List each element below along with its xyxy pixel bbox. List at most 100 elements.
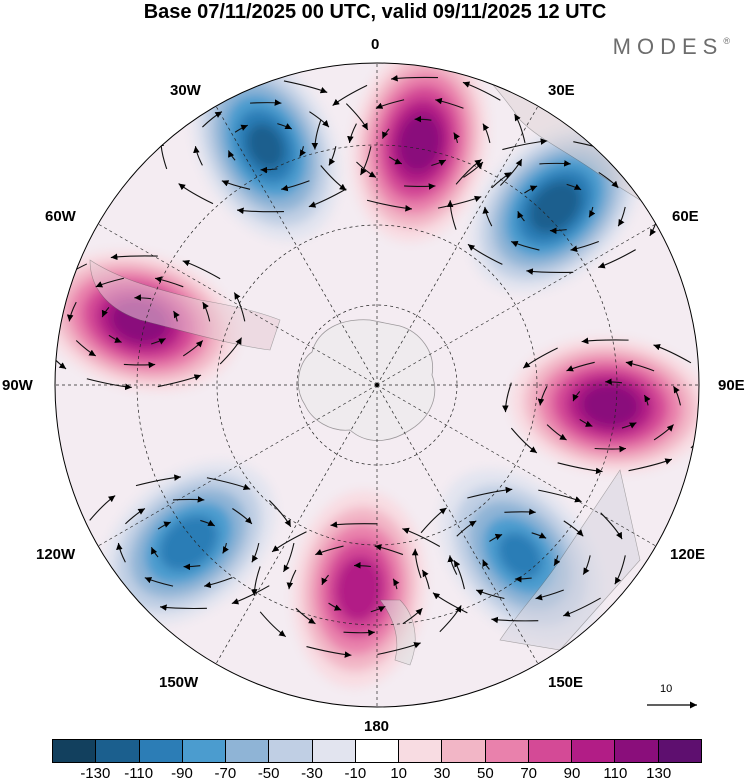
- wind-streamline: [594, 445, 627, 453]
- wind-streamline: [231, 585, 270, 605]
- wind-streamline: [159, 604, 207, 611]
- wind-streamline: [510, 427, 538, 454]
- wind-streamline: [315, 545, 344, 556]
- south-pole-marker: [375, 383, 379, 387]
- wind-streamline: [116, 542, 126, 563]
- wind-streamline: [306, 646, 352, 658]
- wind-streamline: [221, 180, 251, 190]
- wind-streamline: [219, 337, 243, 365]
- wind-streamline: [605, 378, 623, 385]
- lon-label-150w: 150W: [159, 674, 199, 691]
- antarctica-landmass: [297, 319, 436, 441]
- wind-streamline: [491, 171, 512, 189]
- wind-streamline: [392, 578, 400, 590]
- wind-streamline: [236, 207, 284, 215]
- colorbar-swatch: [139, 740, 183, 762]
- brand-name: MODES: [612, 34, 724, 59]
- wind-streamline: [360, 146, 372, 176]
- wind-streamline: [328, 146, 337, 166]
- wind-streamline: [178, 183, 214, 205]
- wind-streamline: [539, 160, 571, 167]
- wind-streamline: [579, 418, 593, 427]
- wind-streamline: [123, 361, 156, 369]
- wind-streamline: [563, 597, 601, 617]
- wind-streamline: [233, 292, 246, 322]
- wind-streamline: [204, 577, 233, 589]
- wind-streamline: [86, 378, 132, 391]
- colorbar-swatch: [226, 740, 270, 762]
- wind-streamline: [514, 575, 532, 583]
- wind-streamline: [643, 394, 651, 406]
- wind-streamline: [151, 338, 166, 345]
- wind-streamline: [435, 97, 464, 109]
- lon-label-60w: 60W: [45, 208, 76, 225]
- wind-streamline: [598, 171, 619, 189]
- brand-registered-mark: ®: [723, 36, 730, 46]
- lon-label-0: 0: [371, 36, 380, 53]
- wind-streamline: [202, 301, 211, 322]
- wind-streamline: [524, 185, 538, 194]
- wind-streamline: [582, 555, 591, 575]
- wind-streamline: [420, 507, 447, 534]
- chart-title: Base 07/11/2025 00 UTC, valid 09/11/2025…: [143, 1, 607, 23]
- wind-streamline: [549, 227, 567, 235]
- wind-streamline: [482, 559, 490, 570]
- colorbar-tick: -50: [257, 765, 280, 782]
- wind-streamline: [499, 158, 523, 186]
- map-border: [54, 62, 700, 708]
- colorbar-tick: 130: [646, 765, 672, 782]
- wind-streamline: [462, 81, 501, 101]
- wind-streamline: [572, 391, 581, 402]
- wind-streamline: [455, 159, 482, 185]
- wind-streamline: [75, 340, 97, 357]
- wind-streamline: [311, 119, 322, 150]
- wind-streamline: [402, 607, 423, 625]
- wind-streamline: [566, 361, 595, 372]
- wind-streamline: [308, 188, 347, 208]
- wind-streamline: [482, 206, 493, 227]
- wind-streamline: [222, 542, 229, 554]
- wind-streamline: [193, 146, 203, 166]
- wind-streamline: [260, 166, 278, 174]
- wind-streamline: [414, 115, 432, 123]
- wind-streamline: [673, 385, 682, 406]
- wind-streamline: [309, 111, 330, 128]
- wind-streamline: [388, 156, 403, 165]
- wind-streamline: [628, 458, 673, 472]
- lon-label-120w: 120W: [36, 546, 76, 563]
- wind-streamline: [531, 532, 547, 539]
- wind-streamline: [546, 424, 567, 441]
- colorbar-swatch: [572, 740, 616, 762]
- wind-streamline: [402, 527, 441, 547]
- new-zealand-coast: [379, 599, 416, 666]
- wind-streamline: [557, 462, 603, 475]
- wind-streamline: [535, 589, 564, 601]
- anomaly-contour: [397, 113, 442, 173]
- wind-streamline: [234, 124, 248, 133]
- wind-streamline: [653, 344, 692, 364]
- lon-label-180: 180: [364, 718, 390, 735]
- wind-streamline: [538, 489, 582, 503]
- colorbar-swatch: [312, 740, 356, 762]
- wind-streamline: [108, 334, 122, 343]
- wind-streamline: [89, 495, 116, 521]
- reference-vector-value: 10: [660, 683, 673, 695]
- wind-streamline: [95, 277, 124, 288]
- colorbar-tick: 70: [520, 765, 537, 782]
- wind-streamline: [517, 210, 525, 222]
- wind-streamline: [101, 307, 110, 318]
- wind-streamline: [277, 123, 293, 130]
- wind-streamline: [447, 555, 458, 575]
- wind-streamline: [343, 629, 375, 637]
- wind-streamline: [491, 616, 539, 624]
- wind-streamline: [475, 589, 505, 600]
- colorbar-swatch: [269, 740, 313, 762]
- wind-streamline: [563, 520, 584, 537]
- south-america-coast: [89, 259, 281, 351]
- wind-streamline: [150, 547, 159, 558]
- wind-streamline: [570, 241, 599, 253]
- wind-streamline: [347, 123, 357, 143]
- wind-streamline: [250, 99, 282, 106]
- wind-streamline: [600, 512, 623, 540]
- wind-streamline: [125, 507, 146, 525]
